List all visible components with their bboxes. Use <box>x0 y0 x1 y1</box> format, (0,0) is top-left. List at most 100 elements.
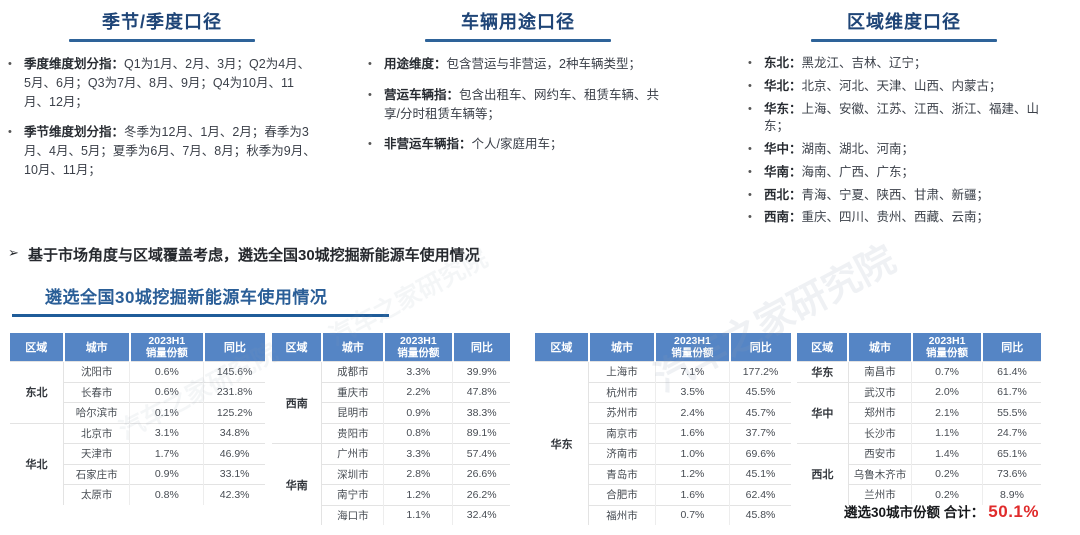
table-row: 郑州市 2.1% 55.5% <box>797 402 1041 423</box>
table-row: 太原市 0.8% 42.3% <box>10 484 265 505</box>
table-row: 济南市 1.0% 69.6% <box>535 443 791 464</box>
share-cell: 0.7% <box>655 504 731 525</box>
city-cell: 南宁市 <box>321 484 385 505</box>
header-share-line2: 销量份额 <box>926 347 969 359</box>
table-row: 长春市 0.6% 231.8% <box>10 381 265 403</box>
table-row: 合肥市 1.6% 62.4% <box>535 484 791 505</box>
bullet-dot-icon: • <box>748 79 752 92</box>
bullet-text: 用途维度：包含营运与非营运，2种车辆类型； <box>384 57 641 71</box>
bullet-text: 西北：青海、宁夏、陕西、甘肃、新疆； <box>764 187 990 202</box>
region-cell: 华东 <box>535 361 590 525</box>
share-cell: 1.6% <box>655 484 731 505</box>
table-row: 南京市 1.6% 37.7% <box>535 422 791 444</box>
header-share-line1: 2023H1 <box>928 334 966 347</box>
share-cell: 3.3% <box>383 361 454 382</box>
city-data-table: 区域 城市 2023H1 销量份额 同比 华东 南昌市 0.7% 61.4% 华中 武汉市 2.0% 6… <box>797 333 1041 505</box>
city-cell: 上海市 <box>588 361 656 382</box>
city-cell: 长沙市 <box>848 422 913 444</box>
bullet-label: 用途维度： <box>384 57 447 71</box>
yoy-cell: 42.3% <box>203 484 265 505</box>
bullet-text: 华东：上海、安徽、江苏、江西、浙江、福建、山东； <box>764 101 1040 134</box>
table-row: 西南 成都市 3.3% 39.9% <box>272 361 510 444</box>
city-cell: 太原市 <box>63 484 131 505</box>
share-cell: 0.1% <box>129 402 205 423</box>
header-share-line1: 2023H1 <box>674 334 711 347</box>
table-row: 哈尔滨市 0.1% 125.2% <box>10 402 265 423</box>
yoy-cell: 8.9% <box>982 484 1041 505</box>
table-section-title: 遴选全国30城挖掘新能源车使用情况 <box>45 288 328 307</box>
table-body: 东北 沈阳市 0.6% 145.6% 长春市 0.6% 231.8% 哈尔滨市 0.1% 125.… <box>10 361 265 505</box>
bullet-label: 非营运车辆指： <box>384 137 472 152</box>
region-cell: 华北 <box>10 422 65 505</box>
table-section-title-underline <box>12 314 389 317</box>
table-header-row: 区域 城市 2023H1 销量份额 同比 <box>272 333 510 362</box>
yoy-cell: 37.7% <box>729 422 791 444</box>
city-cell: 北京市 <box>63 422 131 444</box>
section-title-underline <box>69 39 255 42</box>
yoy-cell: 32.4% <box>452 504 510 525</box>
yoy-cell: 231.8% <box>203 381 265 403</box>
share-cell: 1.0% <box>655 443 731 464</box>
total-share-value: 50.1% <box>988 502 1039 521</box>
section-title: 车辆用途口径 <box>461 12 575 32</box>
yoy-cell: 89.1% <box>452 422 510 444</box>
yoy-cell: 62.4% <box>729 484 791 505</box>
table-body: 西南 成都市 3.3% 39.9% 重庆市 2.2% 47.8% 昆明市 0.9% 38.3% 贵阳… <box>272 361 510 525</box>
share-cell: 1.1% <box>383 504 454 525</box>
header-region: 区域 <box>10 333 65 362</box>
table-row: 福州市 0.7% 45.8% <box>535 504 791 525</box>
table-row: 杭州市 3.5% 45.5% <box>535 381 791 403</box>
yoy-cell: 57.4% <box>452 443 510 464</box>
bullet-dot-icon: • <box>368 88 372 101</box>
yoy-cell: 145.6% <box>203 361 265 382</box>
bullet-item: • 华中：湖南、湖北、河南； <box>748 141 1060 159</box>
city-cell: 广州市 <box>321 443 385 464</box>
bullet-label: 华东： <box>764 101 802 116</box>
bullet-item: • 华北：北京、河北、天津、山西、内蒙古； <box>748 78 1060 96</box>
section-title-underline <box>425 39 611 42</box>
definition-section: 区域维度口径 • 东北：黑龙江、吉林、辽宁； • 华北：北京、河北、天津、山西、内蒙古；… <box>748 8 1060 232</box>
definition-section: 季节/季度口径 • 季度维度划分指：Q1为1月、2月、3月；Q2为4月、5月、6月；… <box>8 8 316 192</box>
bullet-label: 西北： <box>764 187 802 202</box>
yoy-cell: 38.3% <box>452 402 510 423</box>
yoy-cell: 69.6% <box>729 443 791 464</box>
header-share: 2023H1 销量份额 <box>911 333 984 362</box>
selection-statement-text: 基于市场角度与区域覆盖考虑，遴选全国30城挖掘新能源车使用情况 <box>28 247 480 264</box>
definition-section: 车辆用途口径 • 用途维度：包含营运与非营运，2种车辆类型； • 营运车辆指：包含出租车… <box>368 8 668 166</box>
yoy-cell: 61.7% <box>982 381 1041 403</box>
bullet-text: 季度维度划分指：Q1为1月、2月、3月；Q2为4月、5月、6月；Q3为7月、8月… <box>24 57 311 109</box>
bullet-text: 季节维度划分指：冬季为12月、1月、2月；春季为3月、4月、5月；夏季为6月、7… <box>24 125 316 177</box>
table-row: 长沙市 1.1% 24.7% <box>797 422 1041 444</box>
city-cell: 合肥市 <box>588 484 656 505</box>
header-share-line2: 销量份额 <box>145 347 188 359</box>
table-body: 华东 南昌市 0.7% 61.4% 华中 武汉市 2.0% 61.7% 郑州市 2.1% 55.5%… <box>797 361 1041 505</box>
city-cell: 深圳市 <box>321 463 385 485</box>
header-share-line2: 销量份额 <box>671 347 714 359</box>
share-cell: 3.5% <box>655 381 731 403</box>
share-cell: 0.7% <box>911 361 983 382</box>
share-cell: 2.0% <box>911 381 983 403</box>
city-cell: 石家庄市 <box>63 463 131 485</box>
city-data-table: 区域 城市 2023H1 销量份额 同比 西南 成都市 3.3% 39.9% 重庆市 2.2% 47.… <box>272 333 510 525</box>
table-row: 华东 南昌市 0.7% 61.4% <box>797 361 1041 382</box>
bullet-label: 华中： <box>764 142 802 156</box>
share-cell: 2.2% <box>383 381 454 403</box>
share-cell: 1.1% <box>911 422 983 444</box>
bullet-text: 营运车辆指：包含出租车、网约车、租赁车辆、共享/分时租赁车辆等； <box>384 87 660 121</box>
table-row: 青岛市 1.2% 45.1% <box>535 463 791 485</box>
yoy-cell: 26.2% <box>452 484 510 505</box>
yoy-cell: 125.2% <box>203 402 265 423</box>
header-yoy: 同比 <box>982 333 1041 362</box>
bullet-text: 华中：湖南、湖北、河南； <box>764 142 915 156</box>
share-cell: 1.6% <box>655 422 731 444</box>
yoy-cell: 73.6% <box>982 463 1041 485</box>
header-region: 区域 <box>272 333 323 362</box>
arrow-bullet-icon: ➢ <box>8 245 19 260</box>
city-cell: 重庆市 <box>321 381 385 403</box>
city-cell: 成都市 <box>321 361 385 382</box>
city-cell: 乌鲁木齐市 <box>848 463 913 485</box>
table-header-row: 区域 城市 2023H1 销量份额 同比 <box>10 333 265 362</box>
yoy-cell: 47.8% <box>452 381 510 403</box>
bullet-dot-icon: • <box>368 138 372 151</box>
header-yoy: 同比 <box>729 333 791 362</box>
